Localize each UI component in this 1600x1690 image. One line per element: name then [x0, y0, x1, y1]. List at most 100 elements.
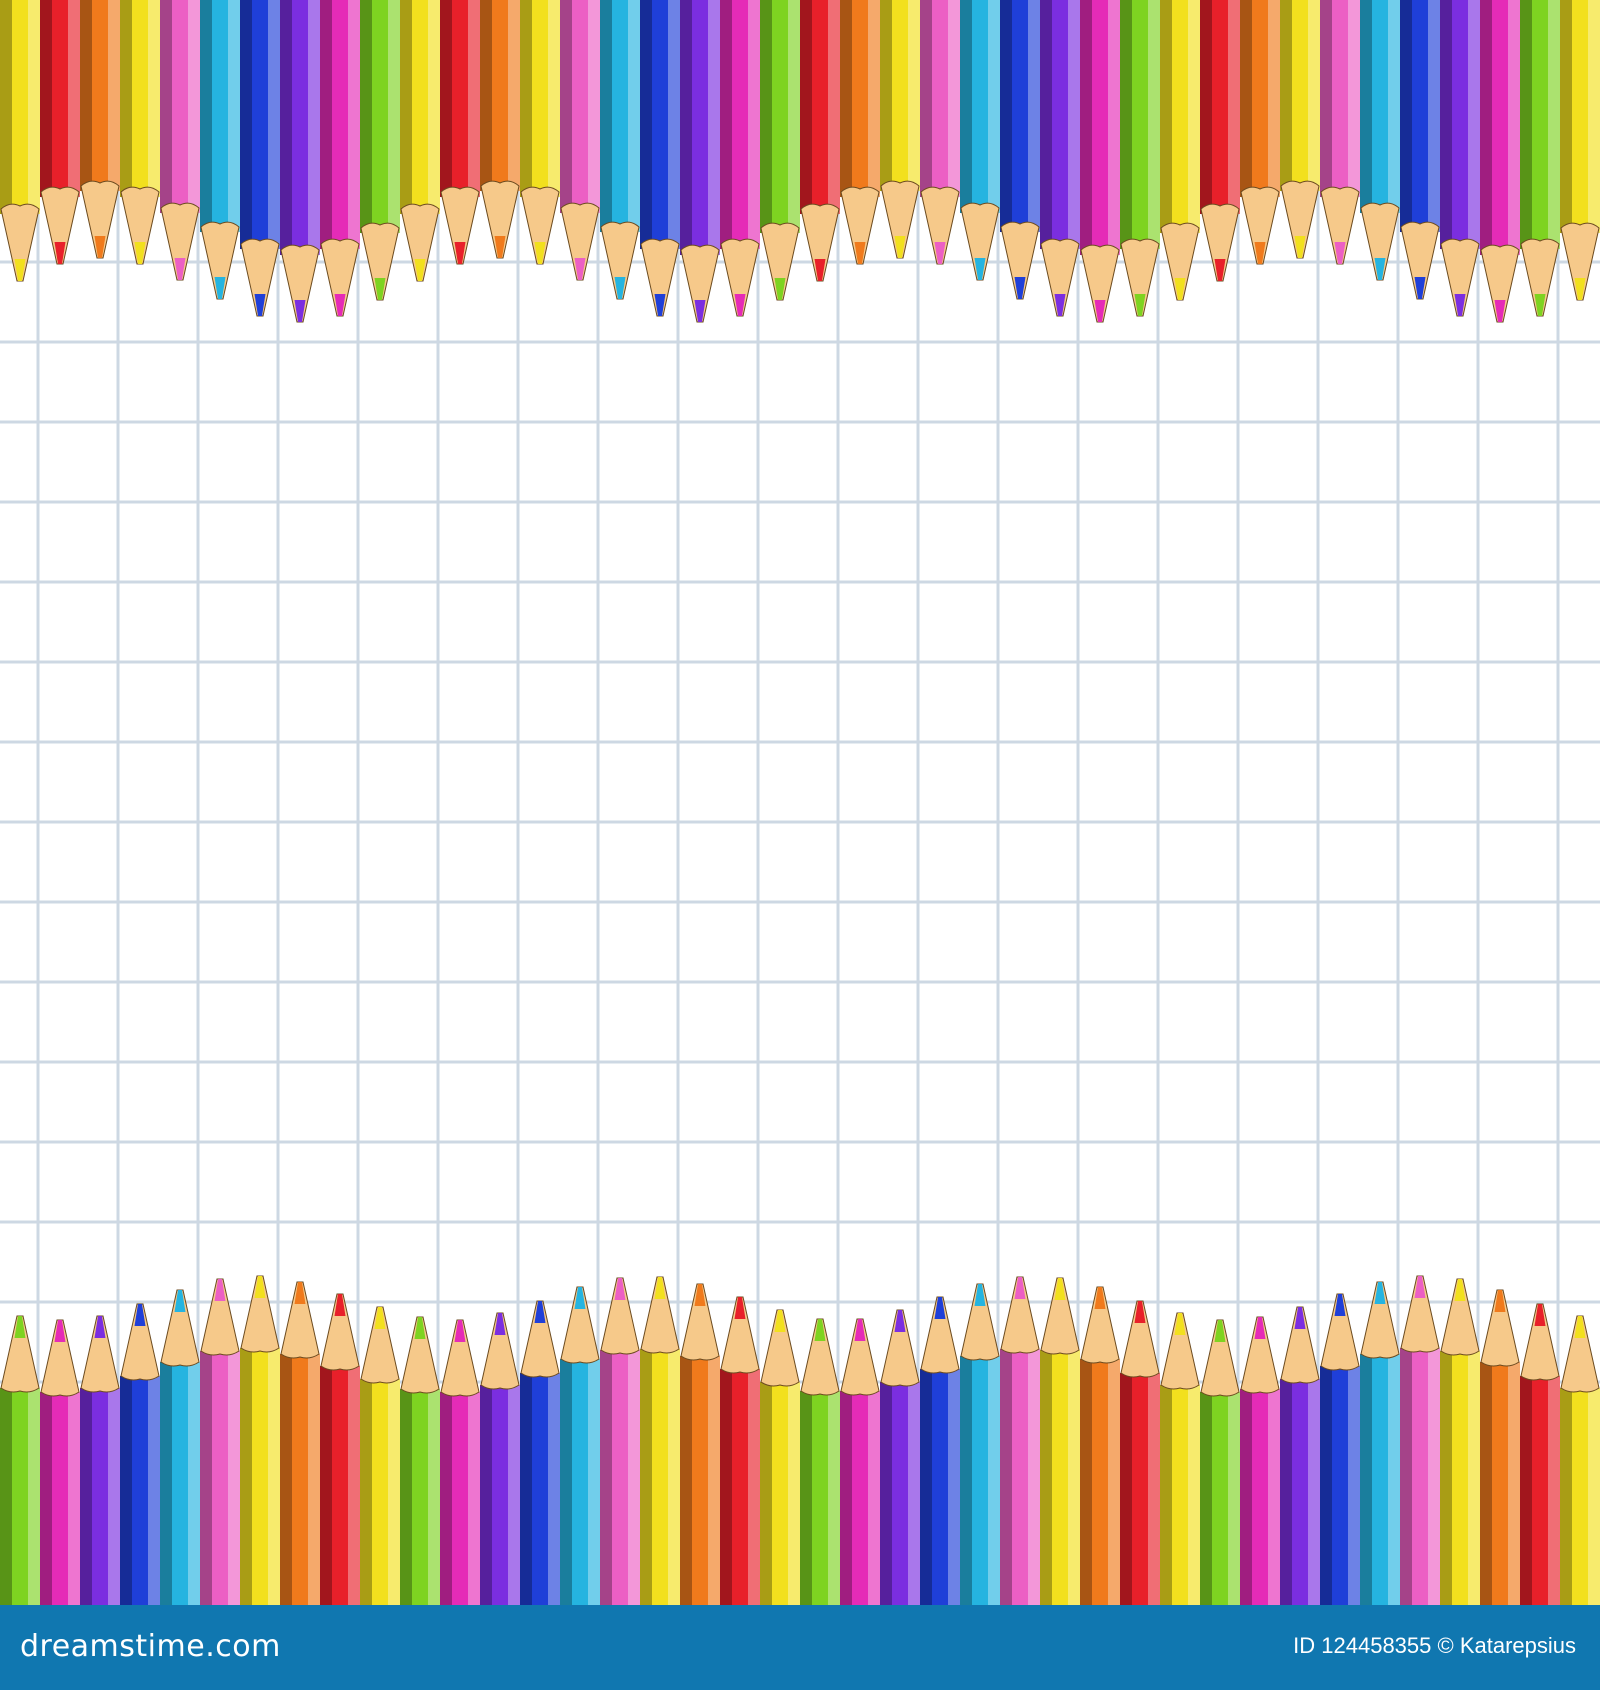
pencil	[1080, 1286, 1120, 1605]
pencil	[1160, 0, 1200, 301]
pencil-lead	[1094, 300, 1106, 322]
pencil-lead	[1014, 1277, 1026, 1299]
pencil-lead	[254, 294, 266, 316]
pencil	[280, 0, 320, 323]
pencil	[880, 0, 920, 259]
pencil-tip	[1520, 1303, 1560, 1381]
pencil-tip	[1000, 221, 1040, 300]
pencil	[760, 1309, 800, 1605]
pencil	[1280, 0, 1320, 259]
pencil	[1040, 1277, 1080, 1605]
pencil-tip	[1240, 1316, 1280, 1394]
pencil-lead	[854, 242, 866, 264]
pencil-tip	[1040, 1277, 1080, 1355]
pencil-tip	[120, 186, 160, 265]
pencil-tip	[960, 202, 1000, 281]
pencil	[1440, 1278, 1480, 1605]
pencil-lead	[14, 259, 26, 281]
pencil-tip	[1560, 1315, 1600, 1393]
pencil	[320, 1293, 360, 1605]
pencil-lead	[1494, 300, 1506, 322]
pencil-lead	[1454, 1279, 1466, 1301]
pencil-tip	[160, 202, 200, 281]
pencil-tip	[1480, 1289, 1520, 1367]
pencil-tip	[440, 186, 480, 265]
pencil	[1400, 0, 1440, 300]
pencil-tip	[1200, 203, 1240, 282]
pencil	[160, 0, 200, 281]
pencil-tip	[760, 222, 800, 301]
pencil-tip	[520, 1300, 560, 1378]
pencil	[1000, 0, 1040, 300]
pencil	[280, 1281, 320, 1605]
pencil	[520, 0, 560, 265]
pencil-tip	[280, 244, 320, 323]
pencil-tip	[920, 1296, 960, 1374]
pencil-lead	[214, 277, 226, 299]
pencil-tip	[80, 180, 120, 259]
pencil-lead	[1214, 1320, 1226, 1342]
pencil-tip	[400, 1316, 440, 1394]
pencil	[1200, 1319, 1240, 1605]
pencil-tip	[1520, 238, 1560, 317]
pencil-lead	[1094, 1287, 1106, 1309]
pencil-tip	[720, 238, 760, 317]
pencil-tip	[80, 1315, 120, 1393]
pencil-lead	[774, 1310, 786, 1332]
pencil-lead	[1534, 294, 1546, 316]
pencil-tip	[600, 1277, 640, 1355]
pencil-lead	[1294, 236, 1306, 258]
pencil-tip	[40, 1319, 80, 1397]
pencil-lead	[334, 1294, 346, 1316]
pencil-tip	[160, 1289, 200, 1367]
dreamstime-logo[interactable]: dreamstime.com	[20, 1629, 281, 1664]
pencil-lead	[654, 294, 666, 316]
pencil-tip	[280, 1281, 320, 1359]
pencil-lead	[1414, 1276, 1426, 1298]
pencil-lead	[414, 259, 426, 281]
pencil-tip	[840, 186, 880, 265]
pencil	[1240, 1316, 1280, 1605]
pencil	[440, 1319, 480, 1605]
pencil-tip	[1280, 180, 1320, 259]
pencil	[360, 1306, 400, 1605]
pencil-lead	[534, 1301, 546, 1323]
pencil-lead	[214, 1279, 226, 1301]
pencil-lead	[1454, 294, 1466, 316]
pencil-tip	[600, 221, 640, 300]
pencil	[920, 1296, 960, 1605]
pencil-lead	[854, 1319, 866, 1341]
pencil-lead	[1574, 278, 1586, 300]
pencil-lead	[614, 277, 626, 299]
pencil-tip	[640, 238, 680, 317]
pencil-tip	[800, 1318, 840, 1396]
pencil-lead	[1534, 1304, 1546, 1326]
pencil	[840, 0, 880, 265]
pencil-tip	[1440, 1278, 1480, 1356]
pencil	[1480, 0, 1520, 323]
pencil	[200, 0, 240, 300]
pencil	[1240, 0, 1280, 265]
pencil-tip	[1160, 1312, 1200, 1390]
pencil	[40, 0, 80, 265]
pencil	[640, 1276, 680, 1605]
pencil-tip	[760, 1309, 800, 1387]
pencil-tip	[480, 1312, 520, 1390]
pencil	[1400, 1275, 1440, 1605]
pencil	[880, 1309, 920, 1605]
pencil	[560, 0, 600, 281]
pencil	[920, 0, 960, 265]
pencil	[480, 0, 520, 259]
pencil-tip	[360, 222, 400, 301]
pencil-tip	[560, 1286, 600, 1364]
pencil	[320, 0, 360, 317]
pencil-lead	[974, 1284, 986, 1306]
pencil-tip	[440, 1319, 480, 1397]
pencil-tip	[1120, 1300, 1160, 1378]
pencil	[1360, 1281, 1400, 1605]
pencil	[1280, 1306, 1320, 1605]
pencil-lead	[574, 1287, 586, 1309]
pencil	[960, 0, 1000, 281]
pencil-lead	[494, 236, 506, 258]
pencil-lead	[1374, 258, 1386, 280]
